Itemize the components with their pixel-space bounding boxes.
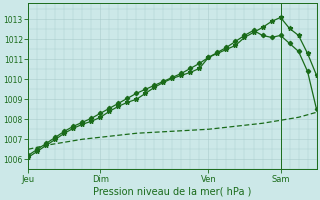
X-axis label: Pression niveau de la mer( hPa ): Pression niveau de la mer( hPa ) <box>93 187 252 197</box>
